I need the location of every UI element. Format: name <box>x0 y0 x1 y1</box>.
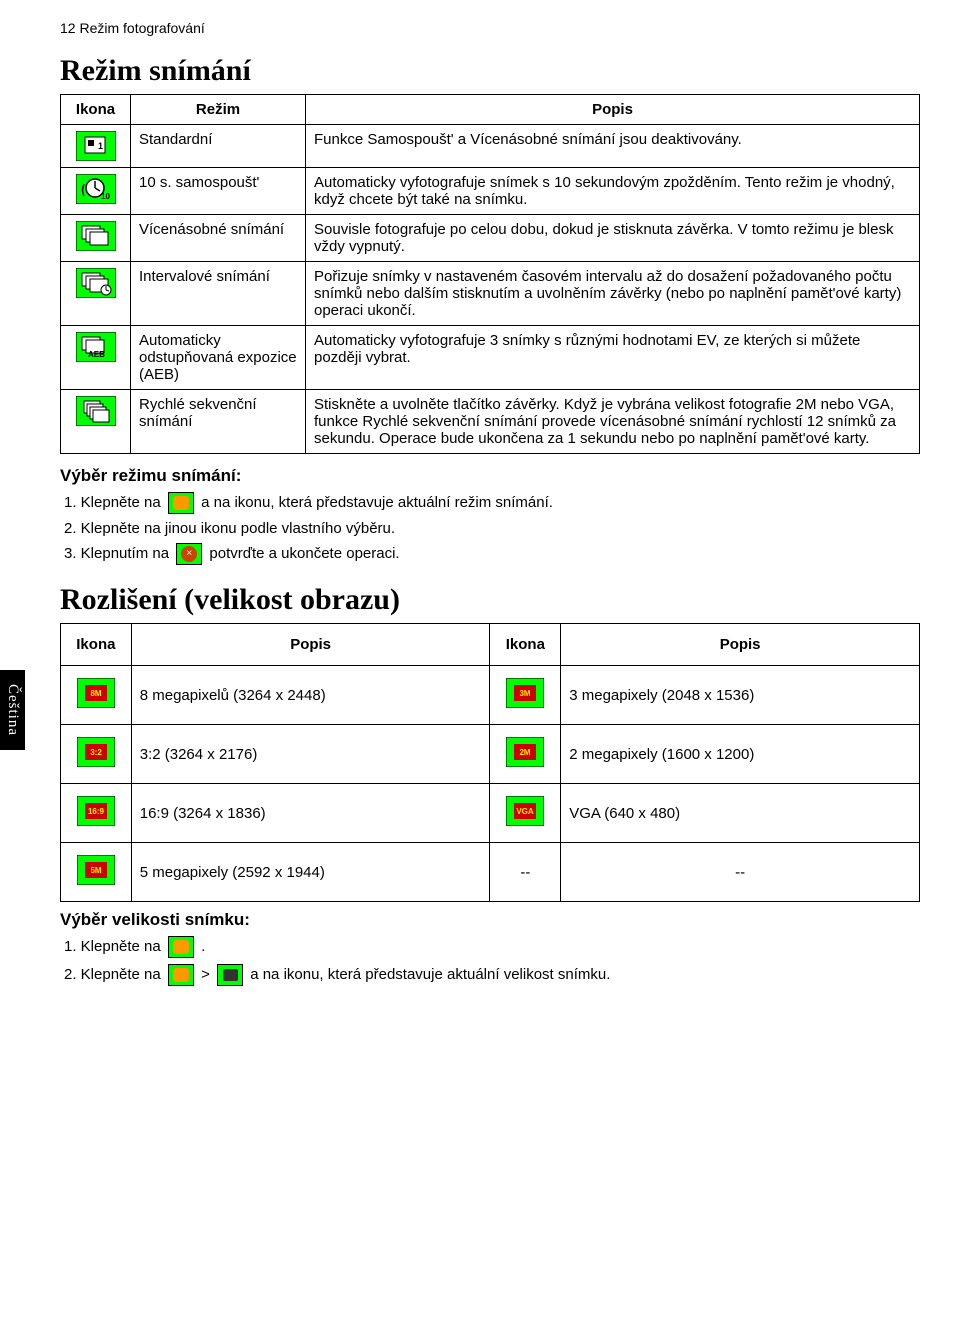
step1-a: 1. Klepněte na <box>64 494 161 511</box>
res-desc: 3 megapixely (2048 x 1536) <box>561 666 920 725</box>
svg-text:1: 1 <box>98 141 103 151</box>
step2: 2. Klepněte na jinou ikonu podle vlastní… <box>64 520 920 537</box>
mode-desc: Funkce Samospoušt' a Vícenásobné snímání… <box>306 125 920 168</box>
mode-desc: Pořizuje snímky v nastaveném časovém int… <box>306 262 920 326</box>
th-desc: Popis <box>306 95 920 125</box>
res-icon-cell: 3:2 <box>61 725 132 784</box>
th2-d2: Popis <box>561 624 920 666</box>
step1-b: a na ikonu, která představuje aktuální r… <box>201 494 553 511</box>
table-row: 3:2 3:2 (3264 x 2176) 2M 2 megapixely (1600… <box>61 725 920 784</box>
menu-icon <box>168 964 194 986</box>
svg-text:AEB: AEB <box>88 350 105 359</box>
res-desc: 16:9 (3264 x 1836) <box>131 784 490 843</box>
svg-text:8M: 8M <box>90 689 101 698</box>
res-desc: VGA (640 x 480) <box>561 784 920 843</box>
th-icon: Ikona <box>61 95 131 125</box>
menu-icon <box>168 492 194 514</box>
th2-d1: Popis <box>131 624 490 666</box>
table-row: 10 10 s. samospoušt'Automaticky vyfotogra… <box>61 168 920 215</box>
size-icon <box>217 964 243 986</box>
subhead-select-size: Výběr velikosti snímku: <box>60 910 920 930</box>
mode-desc: Automaticky vyfotografuje snímek s 10 se… <box>306 168 920 215</box>
svg-text:3:2: 3:2 <box>90 748 102 757</box>
mode-icon-cell <box>61 215 131 262</box>
svg-text:16:9: 16:9 <box>88 807 105 816</box>
res-icon-cell: 3M <box>490 666 561 725</box>
mode-desc: Stiskněte a uvolněte tlačítko závěrky. K… <box>306 390 920 454</box>
sstep2-c: a na ikonu, která představuje aktuální v… <box>250 966 610 983</box>
table-row: Vícenásobné snímáníSouvisle fotografuje … <box>61 215 920 262</box>
mode-name: Vícenásobné snímání <box>131 215 306 262</box>
res-desc: 8 megapixelů (3264 x 2448) <box>131 666 490 725</box>
mode-desc: Automaticky vyfotografuje 3 snímky s růz… <box>306 326 920 390</box>
menu-icon <box>168 936 194 958</box>
section-title-resolution: Rozlišení (velikost obrazu) <box>60 583 920 617</box>
table-row: Intervalové snímáníPořizuje snímky v nas… <box>61 262 920 326</box>
th2-ic1: Ikona <box>61 624 132 666</box>
th-mode: Režim <box>131 95 306 125</box>
mode-icon-cell: AEB <box>61 326 131 390</box>
mode-name: Intervalové snímání <box>131 262 306 326</box>
mode-icon-cell <box>61 262 131 326</box>
mode-name: Automaticky odstupňovaná expozice (AEB) <box>131 326 306 390</box>
res-icon-cell: 16:9 <box>61 784 132 843</box>
sstep1-a: 1. Klepněte na <box>64 938 161 955</box>
table-row: 16:9 16:9 (3264 x 1836) VGA VGA (640 x 480) <box>61 784 920 843</box>
res-icon-cell: 2M <box>490 725 561 784</box>
mode-desc: Souvisle fotografuje po celou dobu, doku… <box>306 215 920 262</box>
steps-mode: 1. Klepněte na a na ikonu, která předsta… <box>64 492 920 565</box>
res-icon-cell: -- <box>490 843 561 902</box>
step3-b: potvrďte a ukončete operaci. <box>209 545 399 562</box>
res-desc: 3:2 (3264 x 2176) <box>131 725 490 784</box>
sstep2-a: 2. Klepněte na <box>64 966 161 983</box>
res-icon-cell: 8M <box>61 666 132 725</box>
mode-name: Rychlé sekvenční snímání <box>131 390 306 454</box>
svg-text:3M: 3M <box>520 689 531 698</box>
th2-ic2: Ikona <box>490 624 561 666</box>
step3-a: 3. Klepnutím na <box>64 545 169 562</box>
shooting-mode-table: Ikona Režim Popis 1 StandardníFunkce Samo… <box>60 94 920 454</box>
mode-icon-cell: 1 <box>61 125 131 168</box>
section-title-shooting-mode: Režim snímání <box>60 54 920 88</box>
language-tab: Čeština <box>0 670 25 750</box>
close-icon: × <box>176 543 202 565</box>
resolution-table: Ikona Popis Ikona Popis 8M 8 megapixelů (… <box>60 623 920 902</box>
steps-size: 1. Klepněte na . 2. Klepněte na > a na i… <box>64 936 920 986</box>
res-desc: -- <box>561 843 920 902</box>
svg-text:5M: 5M <box>90 866 101 875</box>
page-header: 12 Režim fotografování <box>60 20 920 36</box>
svg-text:10: 10 <box>101 192 110 201</box>
mode-name: 10 s. samospoušt' <box>131 168 306 215</box>
svg-text:2M: 2M <box>520 748 531 757</box>
res-icon-cell: 5M <box>61 843 132 902</box>
table-row: Rychlé sekvenční snímáníStiskněte a uvol… <box>61 390 920 454</box>
svg-text:VGA: VGA <box>517 807 535 816</box>
table-row: 8M 8 megapixelů (3264 x 2448) 3M 3 megapixe… <box>61 666 920 725</box>
res-desc: 5 megapixely (2592 x 1944) <box>131 843 490 902</box>
table-row: 1 StandardníFunkce Samospoušt' a Vícenáso… <box>61 125 920 168</box>
sstep2-gt: > <box>201 966 210 983</box>
res-desc: 2 megapixely (1600 x 1200) <box>561 725 920 784</box>
mode-name: Standardní <box>131 125 306 168</box>
table-row: AEB Automaticky odstupňovaná expozice (AE… <box>61 326 920 390</box>
mode-icon-cell: 10 <box>61 168 131 215</box>
res-icon-cell: VGA <box>490 784 561 843</box>
table-row: 5M5 megapixely (2592 x 1944)---- <box>61 843 920 902</box>
subhead-select-mode: Výběr režimu snímání: <box>60 466 920 486</box>
mode-icon-cell <box>61 390 131 454</box>
sstep1-b: . <box>201 938 205 955</box>
